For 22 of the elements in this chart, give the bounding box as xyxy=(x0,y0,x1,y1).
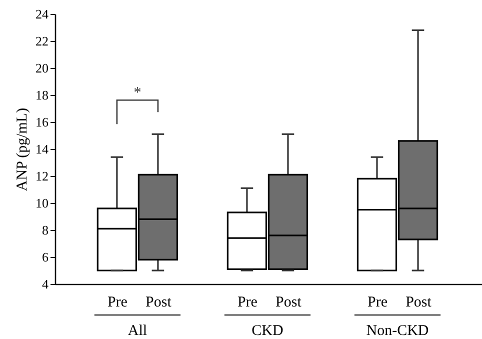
y-tick-label: 22 xyxy=(36,34,48,48)
x-tick-label: Post xyxy=(406,294,432,310)
y-tick-label: 20 xyxy=(36,60,48,76)
text: CKD xyxy=(252,323,284,339)
annotation: * xyxy=(134,85,142,102)
y-tick-label: 16 xyxy=(36,114,49,130)
y-tick-label: 24 xyxy=(36,6,49,22)
y-tick-label: 12 xyxy=(36,168,48,184)
x-tick-label: Pre xyxy=(107,294,128,310)
text: All xyxy=(128,323,148,339)
x-tick-label: Pre xyxy=(367,294,388,310)
y-tick-label: 18 xyxy=(36,88,48,102)
y-tick-label: 8 xyxy=(42,222,48,238)
y-tick-label: 10 xyxy=(36,196,48,210)
x-tick-label: Post xyxy=(146,294,172,310)
y-axis-title: ANP (pg/mL) xyxy=(14,108,30,192)
y-tick-label: 14 xyxy=(36,142,49,156)
x-tick-label: Pre xyxy=(237,294,258,310)
text: Non-CKD xyxy=(366,323,429,339)
x-tick-label: Post xyxy=(276,294,302,310)
y-tick-label: 4 xyxy=(42,276,49,292)
y-tick-label: 6 xyxy=(42,250,49,264)
